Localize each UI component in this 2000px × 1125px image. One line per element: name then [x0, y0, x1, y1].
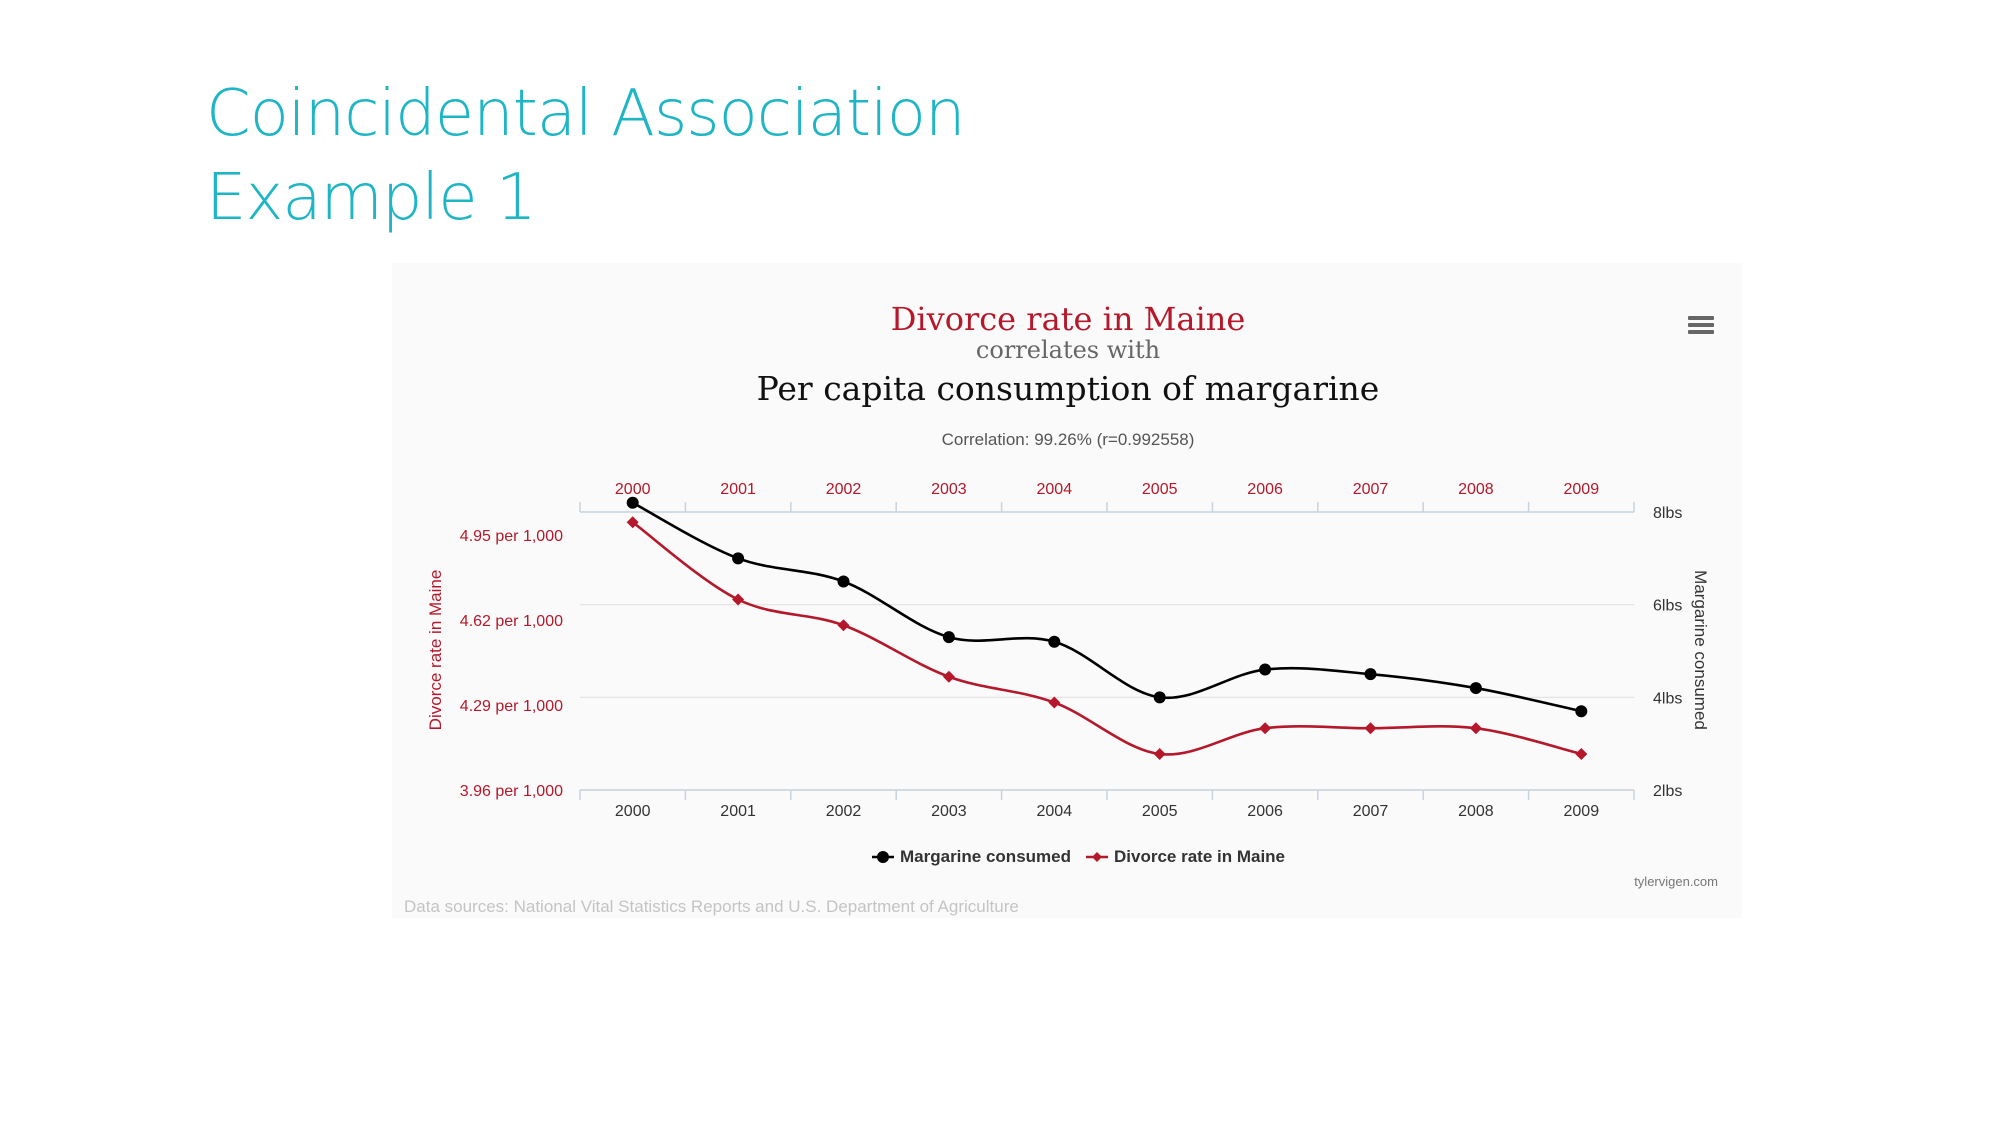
right-y-tick-label: 4lbs — [1653, 690, 1682, 707]
top-x-tick-label: 2003 — [931, 481, 967, 498]
credit-text[interactable]: tylervigen.com — [1634, 874, 1718, 889]
bottom-x-tick-label: 2005 — [1142, 803, 1178, 820]
chart-subtitle: Per capita consumption of margarine — [757, 369, 1380, 408]
top-x-tick-label: 2009 — [1564, 481, 1600, 498]
top-x-tick-label: 2007 — [1353, 481, 1389, 498]
bottom-x-tick-label: 2000 — [615, 803, 651, 820]
slide-title: Coincidental Association Example 1 — [206, 72, 966, 240]
divorce-point — [1364, 722, 1377, 735]
margarine-point — [1364, 668, 1377, 681]
bottom-x-tick-label: 2008 — [1458, 803, 1494, 820]
series-layer — [626, 496, 1588, 760]
margarine-point — [837, 575, 850, 588]
chart-subtitle-connector: correlates with — [976, 336, 1160, 364]
correlation-text: Correlation: 99.26% (r=0.992558) — [942, 430, 1195, 449]
right-y-tick-label: 6lbs — [1653, 598, 1682, 615]
divorce-point — [1153, 747, 1166, 760]
margarine-point — [1048, 635, 1061, 648]
chart-title: Divorce rate in Maine — [891, 300, 1246, 338]
bottom-x-tick-label: 2002 — [826, 803, 862, 820]
divorce-point — [942, 670, 955, 683]
left-y-tick-label: 3.96 per 1,000 — [460, 783, 563, 800]
margarine-line — [632, 501, 1582, 713]
left-y-tick-label: 4.62 per 1,000 — [460, 613, 563, 630]
right-y-tick-label: 8lbs — [1653, 505, 1682, 522]
bottom-x-tick-label: 2003 — [931, 803, 967, 820]
data-sources-text: Data sources: National Vital Statistics … — [404, 897, 1019, 916]
top-x-tick-label: 2006 — [1247, 481, 1283, 498]
divorce-line — [631, 521, 1582, 756]
legend-item-margarine[interactable]: Margarine consumed — [872, 847, 1071, 866]
legend-item-divorce[interactable]: Divorce rate in Maine — [1086, 847, 1285, 866]
margarine-point — [942, 631, 955, 644]
top-x-tick-label: 2008 — [1458, 481, 1494, 498]
divorce-point — [1259, 722, 1272, 735]
legend-marker-icon — [877, 851, 889, 863]
bottom-x-tick-label: 2001 — [720, 803, 756, 820]
bottom-x-tick-label: 2004 — [1037, 803, 1073, 820]
divorce-point — [732, 593, 745, 606]
top-x-tick-label: 2001 — [720, 481, 756, 498]
bottom-x-tick-label: 2009 — [1564, 803, 1600, 820]
margarine-point — [1259, 663, 1272, 676]
margarine-point — [626, 496, 639, 509]
top-x-tick-label: 2004 — [1037, 481, 1073, 498]
axis-layer: 2000 2000 2001 2001 2002 2002 2003 2003 2004 2004… — [460, 481, 1683, 820]
slide-title-line-2: Example 1 — [206, 161, 537, 235]
label-layer: Divorce rate in Maine correlates with Pe… — [404, 300, 1718, 916]
top-x-tick-label: 2005 — [1142, 481, 1178, 498]
margarine-point — [1153, 691, 1166, 704]
legend-label: Divorce rate in Maine — [1114, 847, 1285, 866]
top-x-tick-label: 2000 — [615, 481, 651, 498]
legend-label: Margarine consumed — [900, 847, 1071, 866]
divorce-point — [1048, 696, 1061, 709]
margarine-point — [1469, 682, 1482, 695]
right-y-tick-label: 2lbs — [1653, 783, 1682, 800]
margarine-point — [732, 552, 745, 565]
divorce-point — [837, 619, 850, 632]
hamburger-menu-icon[interactable] — [1688, 316, 1714, 338]
legend-marker-icon — [1092, 852, 1102, 862]
left-y-tick-label: 4.29 per 1,000 — [460, 698, 563, 715]
left-y-tick-label: 4.95 per 1,000 — [460, 528, 563, 545]
divorce-point — [626, 516, 639, 529]
margarine-point — [1575, 705, 1588, 718]
bottom-x-tick-label: 2006 — [1247, 803, 1283, 820]
slide-title-line-1: Coincidental Association — [206, 77, 966, 151]
bottom-x-tick-label: 2007 — [1353, 803, 1389, 820]
left-axis-title: Divorce rate in Maine — [426, 570, 445, 731]
divorce-point — [1469, 722, 1482, 735]
top-x-tick-label: 2002 — [826, 481, 862, 498]
chart-panel — [392, 263, 1742, 918]
divorce-point — [1575, 747, 1588, 760]
legend: Margarine consumed Divorce rate in Maine — [872, 847, 1285, 866]
right-axis-title: Margarine consumed — [1691, 570, 1710, 730]
